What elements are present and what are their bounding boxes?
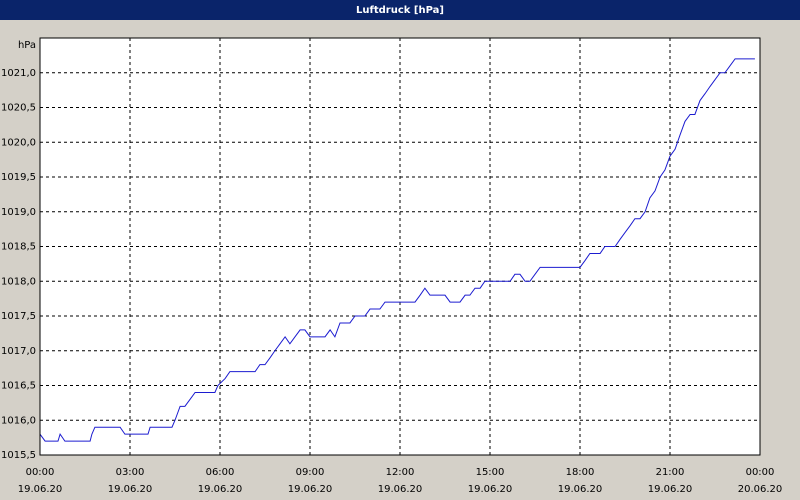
y-unit: hPa — [18, 40, 36, 51]
x-tick-label: 12:00 19.06.20 — [377, 467, 423, 495]
y-tick-label: 1016,5 — [1, 381, 36, 392]
x-tick-label: 21:00 19.06.20 — [647, 467, 693, 495]
x-tick-label: 15:00 19.06.20 — [467, 467, 513, 495]
y-tick-label: 1017,5 — [1, 311, 36, 322]
title-bar — [0, 0, 800, 20]
y-tick-label: 1019,0 — [1, 207, 36, 218]
y-tick-label: 1017,0 — [1, 346, 36, 357]
x-tick-label: 00:00 19.06.20 — [17, 467, 63, 495]
data-line — [39, 58, 755, 442]
y-tick-label: 1020,5 — [1, 103, 36, 114]
y-tick-label: 1021,0 — [1, 68, 36, 79]
x-tick-label: 03:00 19.06.20 — [107, 467, 153, 495]
x-tick-label: 09:00 19.06.20 — [287, 467, 333, 495]
y-tick-label: 1018,0 — [1, 276, 36, 287]
plot-border — [39, 37, 761, 456]
y-tick-label: 1016,0 — [1, 415, 36, 426]
chart-title: Luftdruck [hPa] — [356, 5, 444, 16]
y-tick-label: 1019,5 — [1, 172, 36, 183]
x-tick-label: 06:00 19.06.20 — [197, 467, 243, 495]
y-tick-label: 1015,5 — [1, 450, 36, 461]
x-tick-label: 00:00 20.06.20 — [737, 467, 783, 495]
y-tick-label: 1018,5 — [1, 242, 36, 253]
x-tick-label: 18:00 19.06.20 — [557, 467, 603, 495]
y-tick-label: 1020,0 — [1, 137, 36, 148]
